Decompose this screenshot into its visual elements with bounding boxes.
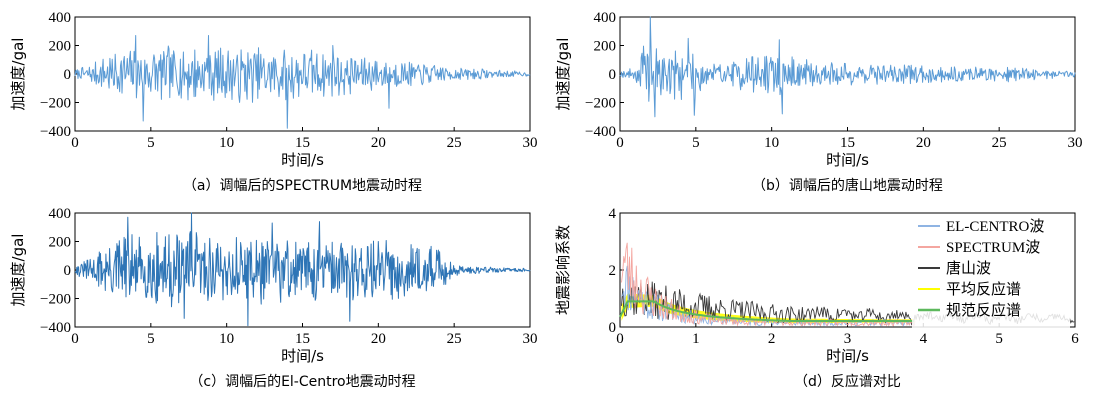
y-tick-label: −200 <box>40 292 71 308</box>
y-tick-label: 200 <box>49 235 72 251</box>
y-tick-label: 0 <box>609 67 617 83</box>
x-tick-label: 6 <box>1071 331 1079 347</box>
series-line <box>74 212 531 327</box>
y-tick-label: 200 <box>594 39 617 55</box>
series-line <box>74 35 531 129</box>
y-tick-label: 0 <box>64 67 72 83</box>
x-tick-label: 5 <box>995 331 1003 347</box>
y-axis-label: 地震影响系数 <box>554 225 572 315</box>
x-tick-label: 15 <box>295 331 310 347</box>
x-tick-label: 15 <box>295 135 310 151</box>
x-tick-label: 2 <box>768 331 776 347</box>
x-tick-label: 10 <box>764 135 779 151</box>
x-tick-label: 30 <box>523 135 538 151</box>
x-tick-label: 20 <box>371 331 386 347</box>
x-tick-label: 0 <box>616 135 624 151</box>
x-tick-label: 4 <box>920 331 928 347</box>
y-tick-label: 2 <box>609 263 617 279</box>
legend-label: 平均反应谱 <box>946 280 1021 298</box>
x-tick-label: 0 <box>71 135 79 151</box>
legend-label: 唐山波 <box>946 260 991 277</box>
chart-panel-c: 0 5 10 15 20 25 30 400 200 0 −200 −400 时间/s 加速度/gal （c… <box>9 206 538 390</box>
y-tick-label: −400 <box>40 124 71 140</box>
legend-label: EL-CENTRO波 <box>946 218 1044 235</box>
el-centro-series-line <box>621 265 916 328</box>
y-tick-label: −400 <box>585 124 616 140</box>
legend-label: 规范反应谱 <box>946 301 1021 319</box>
chart-panel-d: 0 1 2 3 4 5 6 4 2 0 时间/s 地震影响系数 （d）反应谱对比 EL-CENTRO波 SP… <box>554 206 1079 390</box>
x-tick-label: 5 <box>147 135 155 151</box>
x-axis-label: 时间/s <box>826 347 869 365</box>
x-tick-label: 1 <box>692 331 700 347</box>
panel-caption: （b）调幅后的唐山地震动时程 <box>752 177 943 194</box>
chart-panel-b: 0 5 10 15 20 25 30 400 200 0 −200 −400 时间/s 加速度/gal （b… <box>554 10 1083 194</box>
x-tick-label: 25 <box>447 331 462 347</box>
y-tick-label: −400 <box>40 320 71 336</box>
x-axis-label: 时间/s <box>826 151 869 169</box>
x-tick-label: 20 <box>371 135 386 151</box>
x-tick-label: 30 <box>1068 135 1083 151</box>
y-tick-label: 200 <box>49 39 72 55</box>
y-tick-label: 0 <box>609 320 617 336</box>
x-tick-label: 5 <box>147 331 155 347</box>
y-tick-label: 400 <box>594 10 617 26</box>
x-tick-label: 20 <box>916 135 931 151</box>
y-axis-label: 加速度/gal <box>9 234 27 307</box>
x-tick-label: 25 <box>447 135 462 151</box>
legend-label: SPECTRUM波 <box>946 239 1040 256</box>
x-tick-label: 25 <box>992 135 1007 151</box>
x-axis-label: 时间/s <box>281 151 324 169</box>
x-tick-label: 15 <box>840 135 855 151</box>
x-tick-label: 0 <box>616 331 624 347</box>
y-tick-label: 0 <box>64 263 72 279</box>
panel-caption: （d）反应谱对比 <box>794 373 901 390</box>
x-tick-label: 30 <box>523 331 538 347</box>
x-axis-label: 时间/s <box>281 347 324 365</box>
y-axis-label: 加速度/gal <box>9 38 27 111</box>
x-tick-label: 5 <box>692 135 700 151</box>
y-tick-label: 400 <box>49 206 72 222</box>
panel-caption: （c）调幅后的El-Centro地震动时程 <box>189 374 415 390</box>
chart-panel-a: 0 5 10 15 20 25 30 400 200 0 −200 −400 时间/s 加速度/gal （a… <box>9 10 538 194</box>
x-tick-label: 10 <box>219 331 234 347</box>
y-axis-label: 加速度/gal <box>554 38 572 111</box>
x-tick-label: 10 <box>219 135 234 151</box>
y-tick-label: 4 <box>609 206 617 222</box>
code-spectrum-line <box>619 300 915 322</box>
y-tick-label: 400 <box>49 10 72 26</box>
y-tick-label: −200 <box>585 96 616 112</box>
x-tick-label: 0 <box>71 331 79 347</box>
y-tick-label: −200 <box>40 96 71 112</box>
x-tick-label: 3 <box>844 331 852 347</box>
series-line <box>619 16 1076 118</box>
panel-caption: （a）调幅后的SPECTRUM地震动时程 <box>183 178 422 194</box>
